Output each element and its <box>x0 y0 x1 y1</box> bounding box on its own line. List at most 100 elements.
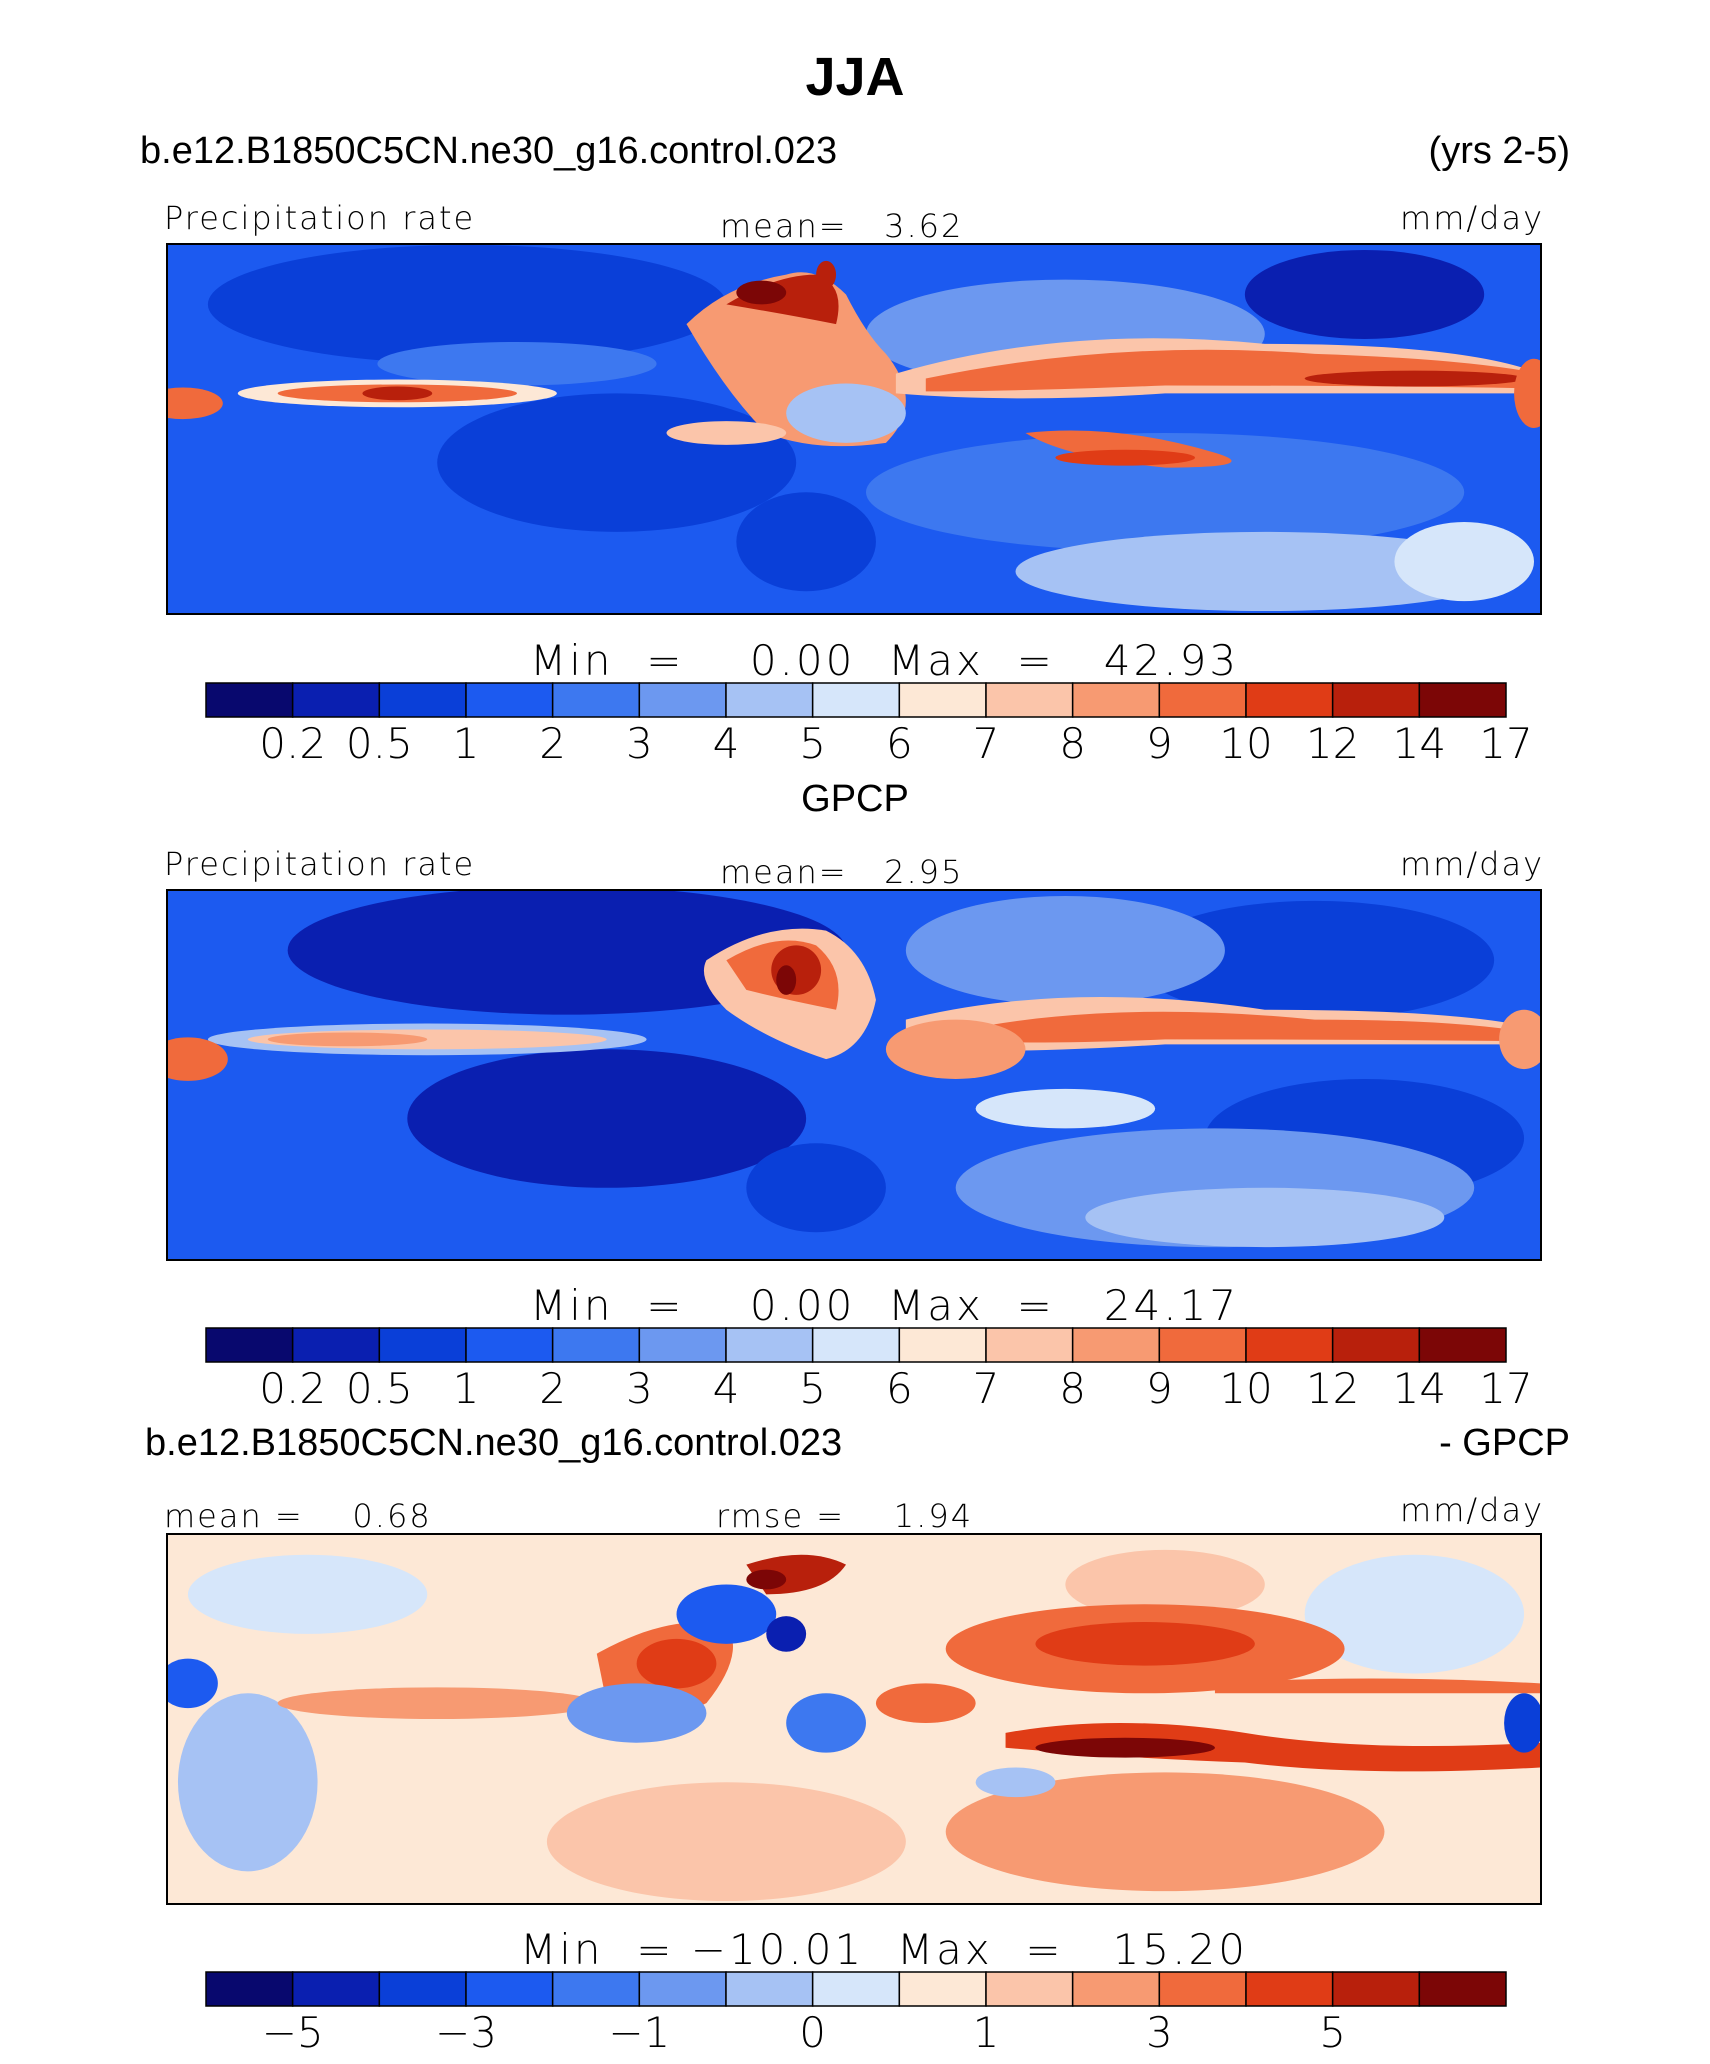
panel2-units-label: mm/day <box>1400 845 1544 883</box>
colorbar-tick-label: 2 <box>539 719 567 768</box>
colorbar-tick-label: 6 <box>885 1364 913 1413</box>
panel1-years-label: (yrs 2-5) <box>1428 130 1570 172</box>
colorbar-tick-label: 12 <box>1305 1364 1360 1413</box>
colorbar-swatch <box>291 1327 381 1363</box>
colorbar-swatch <box>1331 1971 1421 2007</box>
colorbar-swatch <box>378 682 467 718</box>
colorbar-tick-label: 8 <box>1059 719 1087 768</box>
colorbar-swatch <box>205 1971 294 2007</box>
colorbar-swatch <box>811 1971 901 2007</box>
colorbar-tick-label: −5 <box>261 2008 324 2057</box>
colorbar-tick-label: 1 <box>452 1364 480 1413</box>
panel2-case-label: GPCP <box>801 778 909 820</box>
colorbar-swatch <box>551 682 641 718</box>
colorbar-tick-label: 0.5 <box>345 1364 413 1413</box>
colorbar-tick-label: 14 <box>1392 1364 1447 1413</box>
panel2-colorbar <box>205 1327 1507 1363</box>
colorbar-tick-label: −3 <box>435 2008 497 2057</box>
colorbar-tick-label: −1 <box>608 2008 671 2057</box>
colorbar-swatch <box>205 682 294 718</box>
colorbar-tick-label: 2 <box>539 1364 567 1413</box>
colorbar-tick-label: 4 <box>712 1364 740 1413</box>
colorbar-tick-label: 0 <box>799 2008 827 2057</box>
colorbar-swatch <box>551 1327 641 1363</box>
panel1-units-label: mm/day <box>1400 199 1544 237</box>
colorbar-tick-label: 7 <box>972 1364 1000 1413</box>
colorbar-tick-label: 4 <box>712 719 740 768</box>
colorbar-swatch <box>1245 1327 1334 1363</box>
panel1-mean-label: mean= 3.62 <box>720 207 964 245</box>
colorbar-swatch <box>638 682 727 718</box>
colorbar-swatch <box>638 1971 727 2007</box>
colorbar-swatch <box>985 682 1074 718</box>
colorbar-swatch <box>1418 1971 1507 2007</box>
colorbar-tick-label: 3 <box>625 719 653 768</box>
panel2-variable-label: Precipitation rate <box>164 845 476 883</box>
panel3-diff-label: - GPCP <box>1439 1422 1570 1464</box>
colorbar-tick-label: 10 <box>1219 719 1273 768</box>
page-title: JJA <box>805 47 905 107</box>
colorbar-swatch <box>1071 1971 1161 2007</box>
colorbar-swatch <box>551 1971 641 2007</box>
colorbar-tick-label: 1 <box>452 719 480 768</box>
colorbar-swatch <box>898 1971 987 2007</box>
colorbar-tick-label: 9 <box>1145 719 1173 768</box>
colorbar-swatch <box>1158 1971 1247 2007</box>
colorbar-swatch <box>898 1327 987 1363</box>
colorbar-tick-label: 7 <box>972 719 1000 768</box>
colorbar-swatch <box>1158 1327 1247 1363</box>
colorbar-tick-label: 9 <box>1145 1364 1173 1413</box>
colorbar-swatch <box>291 1971 381 2007</box>
colorbar-swatch <box>205 1327 294 1363</box>
panel3-units-label: mm/day <box>1400 1491 1544 1529</box>
colorbar-swatch <box>1418 1327 1507 1363</box>
colorbar-tick-label: 5 <box>799 1364 827 1413</box>
colorbar-tick-label: 12 <box>1305 719 1360 768</box>
panel3-case-label: b.e12.B1850C5CN.ne30_g16.control.023 <box>145 1422 843 1464</box>
colorbar-swatch <box>1158 682 1247 718</box>
colorbar-swatch <box>898 682 987 718</box>
colorbar-tick-label: 3 <box>625 1364 653 1413</box>
colorbar-tick-label: 10 <box>1219 1364 1273 1413</box>
colorbar-tick-label: 0.5 <box>345 719 413 768</box>
colorbar-tick-label: 17 <box>1479 1364 1533 1413</box>
colorbar-swatch <box>1331 1327 1421 1363</box>
colorbar-swatch <box>985 1971 1074 2007</box>
panel1-map <box>166 243 1542 615</box>
colorbar-swatch <box>465 682 554 718</box>
panel2-minmax-label: Min = 0.00 Max = 24.17 <box>530 1281 1240 1330</box>
colorbar-tick-label: 5 <box>1319 2008 1347 2057</box>
colorbar-swatch <box>378 1971 467 2007</box>
colorbar-swatch <box>1331 682 1421 718</box>
colorbar-tick-label: 3 <box>1145 2008 1173 2057</box>
panel3-minmax-label: Min = −10.01 Max = 15.20 <box>520 1925 1248 1974</box>
colorbar-swatch <box>291 682 381 718</box>
colorbar-tick-label: 1 <box>972 2008 1000 2057</box>
panel2-map <box>166 889 1542 1261</box>
colorbar-tick-label: 17 <box>1479 719 1533 768</box>
colorbar-swatch <box>378 1327 467 1363</box>
colorbar-tick-label: 5 <box>799 719 827 768</box>
panel1-colorbar <box>205 682 1507 718</box>
panel3-rmse-label: rmse = 1.94 <box>716 1497 974 1535</box>
colorbar-tick-label: 14 <box>1392 719 1447 768</box>
colorbar-swatch <box>1418 682 1507 718</box>
panel3-mean-label: mean = 0.68 <box>164 1497 432 1535</box>
colorbar-tick-label: 0.2 <box>259 719 327 768</box>
colorbar-swatch <box>811 682 901 718</box>
panel1-variable-label: Precipitation rate <box>164 199 476 237</box>
panel3-colorbar <box>205 1971 1507 2007</box>
panel3-map <box>166 1533 1542 1905</box>
panel2-mean-label: mean= 2.95 <box>720 853 964 891</box>
colorbar-swatch <box>725 1971 814 2007</box>
colorbar-tick-label: 6 <box>885 719 913 768</box>
colorbar-swatch <box>1071 1327 1161 1363</box>
colorbar-swatch <box>465 1971 554 2007</box>
colorbar-swatch <box>725 682 814 718</box>
colorbar-swatch <box>985 1327 1074 1363</box>
colorbar-swatch <box>811 1327 901 1363</box>
panel1-minmax-label: Min = 0.00 Max = 42.93 <box>530 636 1240 685</box>
colorbar-swatch <box>638 1327 727 1363</box>
colorbar-swatch <box>1245 682 1334 718</box>
colorbar-swatch <box>465 1327 554 1363</box>
